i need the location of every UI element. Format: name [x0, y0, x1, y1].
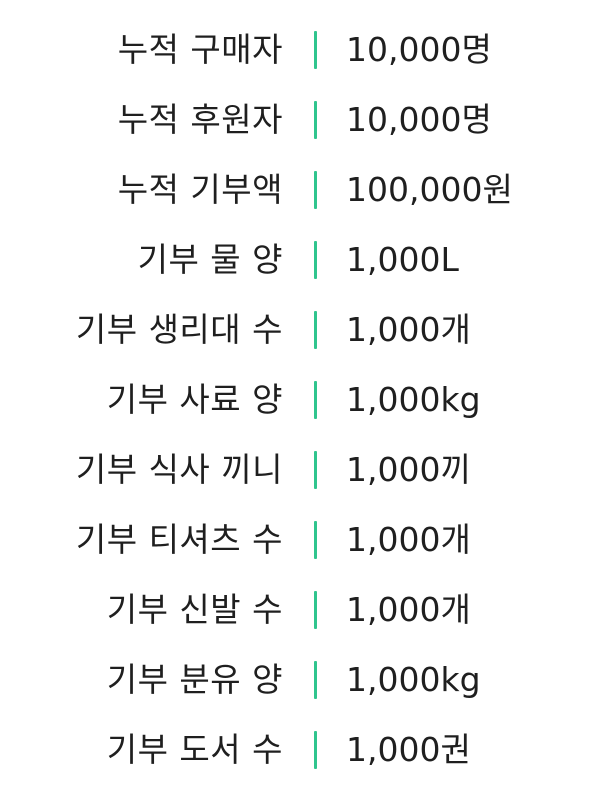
- stat-label: 기부 분유 양: [106, 660, 283, 699]
- stat-label: 기부 티셔츠 수: [75, 520, 283, 559]
- stat-row-meals: 기부 식사 끼니 1,000끼: [0, 435, 605, 505]
- stat-label: 누적 후원자: [117, 100, 283, 139]
- stat-value: 100,000원: [346, 170, 513, 209]
- stat-row-books: 기부 도서 수 1,000권: [0, 715, 605, 785]
- stat-row-water: 기부 물 양 1,000L: [0, 225, 605, 295]
- stat-label: 누적 기부액: [117, 170, 283, 209]
- stat-divider: [314, 661, 317, 699]
- stat-row-cumulative-sponsors: 누적 후원자 10,000명: [0, 85, 605, 155]
- stat-value: 1,000개: [346, 520, 471, 559]
- stat-divider: [314, 171, 317, 209]
- stat-value: 1,000개: [346, 590, 471, 629]
- stat-label: 기부 신발 수: [106, 590, 283, 629]
- stat-value: 1,000개: [346, 310, 471, 349]
- stat-divider: [314, 591, 317, 629]
- stat-row-shoes: 기부 신발 수 1,000개: [0, 575, 605, 645]
- stat-divider: [314, 311, 317, 349]
- stat-value: 10,000명: [346, 30, 492, 69]
- stat-divider: [314, 521, 317, 559]
- stat-divider: [314, 241, 317, 279]
- stat-row-baby-formula: 기부 분유 양 1,000kg: [0, 645, 605, 715]
- stat-divider: [314, 731, 317, 769]
- stat-divider: [314, 451, 317, 489]
- stat-row-pet-food: 기부 사료 양 1,000kg: [0, 365, 605, 435]
- stat-label: 기부 식사 끼니: [75, 450, 283, 489]
- stat-label: 기부 생리대 수: [75, 310, 283, 349]
- stat-value: 1,000kg: [346, 380, 481, 419]
- stat-value: 1,000권: [346, 730, 471, 769]
- stat-value: 10,000명: [346, 100, 492, 139]
- stat-value: 1,000끼: [346, 450, 471, 489]
- stat-row-sanitary-pads: 기부 생리대 수 1,000개: [0, 295, 605, 365]
- stat-value: 1,000L: [346, 240, 459, 279]
- stat-row-tshirts: 기부 티셔츠 수 1,000개: [0, 505, 605, 575]
- stat-divider: [314, 381, 317, 419]
- stat-value: 1,000kg: [346, 660, 481, 699]
- stat-divider: [314, 101, 317, 139]
- stat-label: 기부 사료 양: [106, 380, 283, 419]
- stat-row-cumulative-donation: 누적 기부액 100,000원: [0, 155, 605, 225]
- stat-label: 기부 도서 수: [106, 730, 283, 769]
- stat-label: 누적 구매자: [117, 30, 283, 69]
- stat-label: 기부 물 양: [137, 240, 283, 279]
- stat-divider: [314, 31, 317, 69]
- stat-row-cumulative-buyers: 누적 구매자 10,000명: [0, 15, 605, 85]
